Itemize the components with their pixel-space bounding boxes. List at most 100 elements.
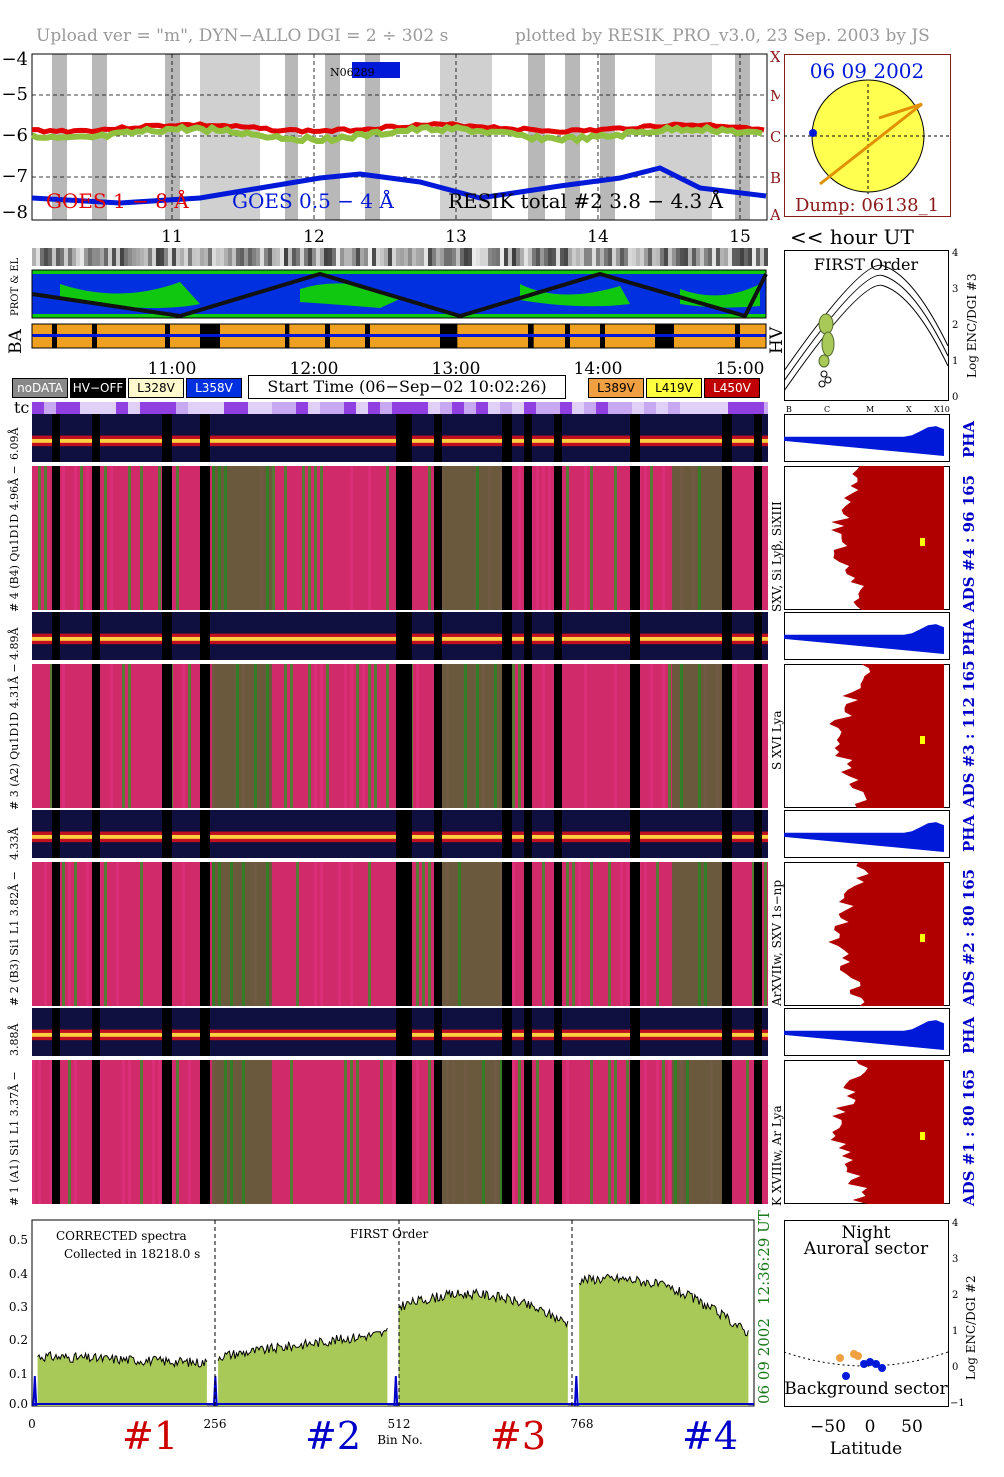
ch1-pha-label: 3.88Å <box>8 1023 21 1056</box>
spectro-stripe <box>128 664 131 808</box>
status-cell <box>464 248 468 266</box>
spectro-gap <box>92 664 100 808</box>
spectro-gap <box>92 612 100 660</box>
status-cell <box>156 248 160 266</box>
status-cell <box>536 248 540 266</box>
spectro-gap <box>162 1008 172 1056</box>
tc-cell <box>68 402 80 414</box>
status-cell <box>552 248 556 266</box>
tc-cell <box>512 402 524 414</box>
pha-histogram <box>784 1020 944 1050</box>
tc-cell <box>620 402 632 414</box>
spec-ytick: 0.0 <box>9 1397 28 1411</box>
tc-cell <box>524 402 536 414</box>
spectro-gap <box>502 1008 512 1056</box>
status-cell <box>424 248 428 266</box>
spectro-gap <box>162 612 172 660</box>
spectro-stripe <box>608 1060 611 1204</box>
status-cell <box>220 248 224 266</box>
status-cell <box>356 248 360 266</box>
spectro-stripe <box>314 862 317 1006</box>
ads-histogram <box>831 466 944 610</box>
tc-cell <box>128 402 140 414</box>
goes1-label: GOES 1 − 8 Å <box>46 188 189 213</box>
spectro-gap <box>92 810 100 858</box>
tc-cell <box>308 402 320 414</box>
spectro-stripe <box>86 862 89 1006</box>
status-cell <box>68 248 72 266</box>
spectro-stripe <box>290 664 293 808</box>
tc-cell <box>164 402 176 414</box>
status-cell <box>596 248 600 266</box>
status-cell <box>432 248 436 266</box>
spectro-gap <box>200 862 210 1006</box>
tc-cell <box>224 402 236 414</box>
status-cell <box>236 248 240 266</box>
first-order-panel: FIRST Order B C M X X10 4 3 2 1 0 <box>784 248 958 414</box>
legend-l450v: L450V <box>704 378 760 398</box>
status-cell <box>688 248 692 266</box>
spectro-stripe <box>668 664 671 808</box>
spectro-gap <box>754 1060 762 1204</box>
tc-cell <box>500 402 512 414</box>
status-cell <box>648 248 652 266</box>
time-tick: 14:00 <box>574 359 623 378</box>
spectro-stripe <box>512 664 515 808</box>
spectro-stripe <box>512 862 515 1006</box>
spectro-stripe <box>614 466 617 610</box>
status-cell <box>168 248 172 266</box>
ba-label: BA <box>6 329 26 354</box>
spectro-gap <box>722 1008 732 1056</box>
status-cell <box>660 248 664 266</box>
spectro-green-zone <box>672 466 722 610</box>
status-cell <box>296 248 300 266</box>
ads-histogram <box>830 1060 944 1204</box>
fo-ytick: 2 <box>952 320 958 331</box>
spectro-stripe <box>38 1060 41 1204</box>
status-cell <box>400 248 404 266</box>
spectro-gap <box>524 1008 532 1056</box>
status-cell <box>732 248 736 266</box>
spectro-stripe <box>140 466 143 610</box>
spectro-gap <box>162 466 172 610</box>
lat-ytick: 2 <box>952 1290 958 1301</box>
tc-cell <box>356 402 368 414</box>
lat-xtick: 50 <box>901 1417 923 1437</box>
status-cell <box>360 248 364 266</box>
spectro-stripe <box>38 466 41 610</box>
spectro-green-zone <box>212 466 272 610</box>
spectro-gap <box>52 612 60 660</box>
status-cell <box>60 248 64 266</box>
status-cell <box>420 248 424 266</box>
tc-cell <box>392 402 404 414</box>
tc-cell <box>452 402 464 414</box>
status-cell <box>40 248 44 266</box>
tc-cell <box>260 402 272 414</box>
spectro-gap <box>502 1060 512 1204</box>
status-cell <box>392 248 396 266</box>
spectro-gap <box>396 466 412 610</box>
status-cell <box>484 248 488 266</box>
spectro-gap <box>754 862 762 1006</box>
status-cell <box>268 248 272 266</box>
spectro-stripe <box>590 466 593 610</box>
spectrum-chart: 0.5 0.4 0.3 0.2 0.1 0.0 CORRECTED spectr… <box>9 1219 755 1447</box>
status-cell <box>752 248 756 266</box>
status-cell <box>176 248 180 266</box>
time-tick: 12:00 <box>290 359 339 378</box>
status-cell <box>712 248 716 266</box>
status-cell <box>136 248 140 266</box>
status-cell <box>272 248 276 266</box>
spectro-stripe <box>188 1060 191 1204</box>
spec-xtick: 512 <box>388 1417 411 1431</box>
spectrum-area-3 <box>398 1289 568 1406</box>
status-cell <box>264 248 268 266</box>
tc-cell <box>380 402 392 414</box>
status-cell <box>212 248 216 266</box>
spectro-stripe <box>74 466 77 610</box>
spectro-stripe <box>368 664 371 808</box>
spectro-stripe <box>74 862 77 1006</box>
tc-bar <box>32 402 768 414</box>
status-cell <box>452 248 456 266</box>
tc-cell <box>728 402 740 414</box>
